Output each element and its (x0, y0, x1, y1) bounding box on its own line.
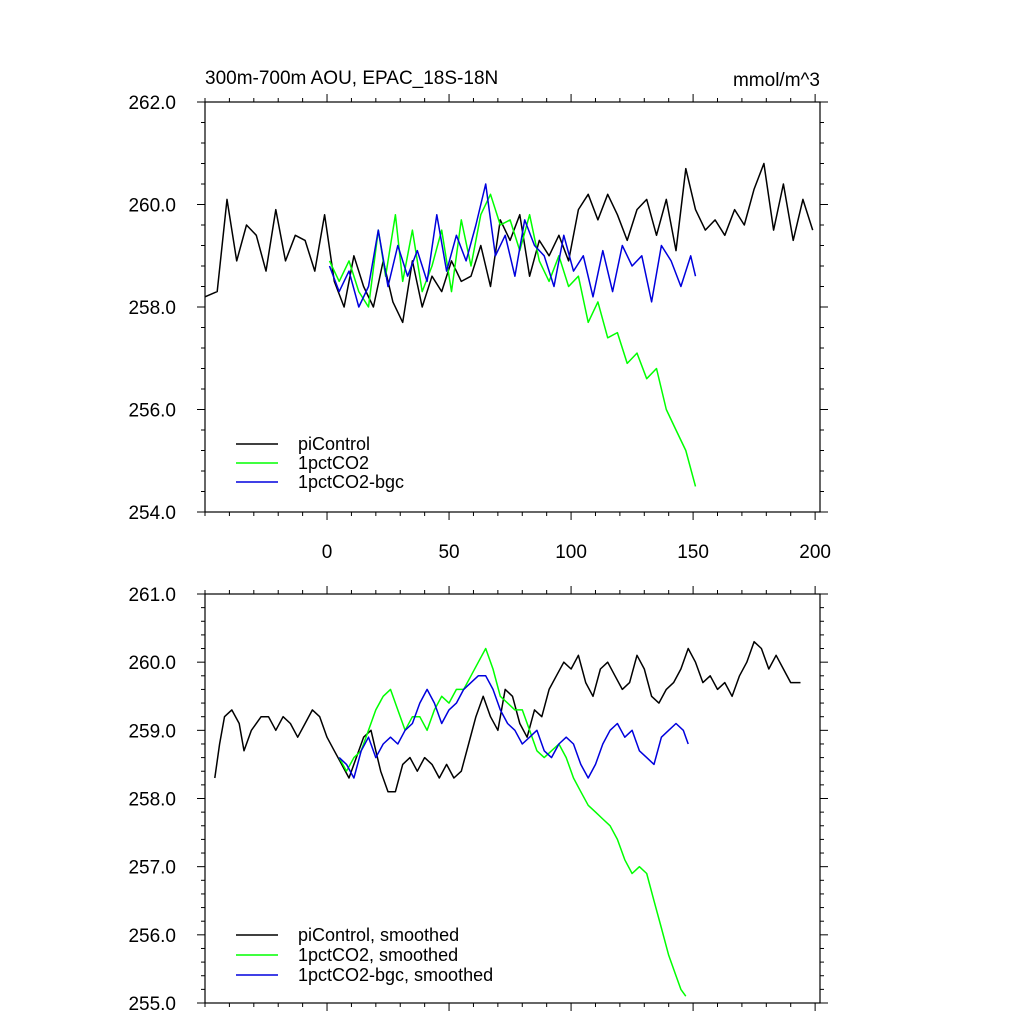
top-y-tick-label: 254.0 (128, 503, 176, 524)
bottom-series-line-1pctco2-smoothed (338, 647, 687, 997)
top-legend-label: 1pctCO2 (298, 453, 369, 473)
bottom-legend-label: 1pctCO2-bgc, smoothed (298, 965, 493, 985)
top-x-tick-label: 200 (799, 542, 831, 563)
top-y-tick-label: 260.0 (128, 196, 176, 217)
bottom-y-tick-label: 255.0 (128, 994, 176, 1015)
bottom-y-tick-label: 261.0 (128, 585, 176, 606)
top-legend-label: 1pctCO2-bgc (298, 472, 404, 492)
top-panel: 300m-700m AOU, EPAC_18S-18N mmol/m^3 0 50… (128, 68, 831, 563)
top-legend-label: piControl (298, 434, 370, 454)
top-y-tick-label: 258.0 (128, 298, 176, 319)
bottom-y-tick-label: 257.0 (128, 858, 176, 879)
bottom-y-tick-label: 258.0 (128, 790, 176, 811)
top-x-tick-label: 100 (555, 542, 587, 563)
top-y-tick-label: 256.0 (128, 401, 176, 422)
top-series-line-picontrol (204, 162, 814, 324)
top-x-tick-label: 50 (438, 542, 459, 563)
bottom-legend-label: piControl, smoothed (298, 925, 459, 945)
top-x-tick-label: 0 (322, 542, 333, 563)
bottom-legend-label: 1pctCO2, smoothed (298, 945, 458, 965)
top-panel-title: 300m-700m AOU, EPAC_18S-18N (205, 68, 498, 89)
top-panel-units: mmol/m^3 (733, 70, 820, 91)
bottom-y-tick-label: 259.0 (128, 721, 176, 742)
bottom-y-tick-label: 256.0 (128, 926, 176, 947)
top-series-line-1pctco2-bgc (328, 183, 697, 308)
bottom-panel: 255.0 256.0 257.0 258.0 259.0 260.0 261.0 piCon… (128, 585, 828, 1015)
bottom-series-line-1pctco2-bgc-smoothed (338, 675, 689, 779)
top-x-tick-label: 150 (677, 542, 709, 563)
bottom-series-line-picontrol-smoothed (214, 640, 801, 793)
top-series-line-1pctco2 (328, 193, 697, 487)
top-y-tick-label: 262.0 (128, 93, 176, 114)
bottom-y-tick-label: 260.0 (128, 653, 176, 674)
